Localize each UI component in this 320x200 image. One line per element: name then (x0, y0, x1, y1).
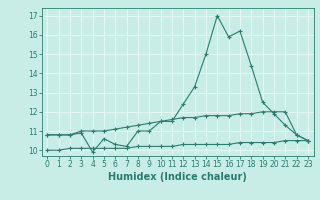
X-axis label: Humidex (Indice chaleur): Humidex (Indice chaleur) (108, 172, 247, 182)
